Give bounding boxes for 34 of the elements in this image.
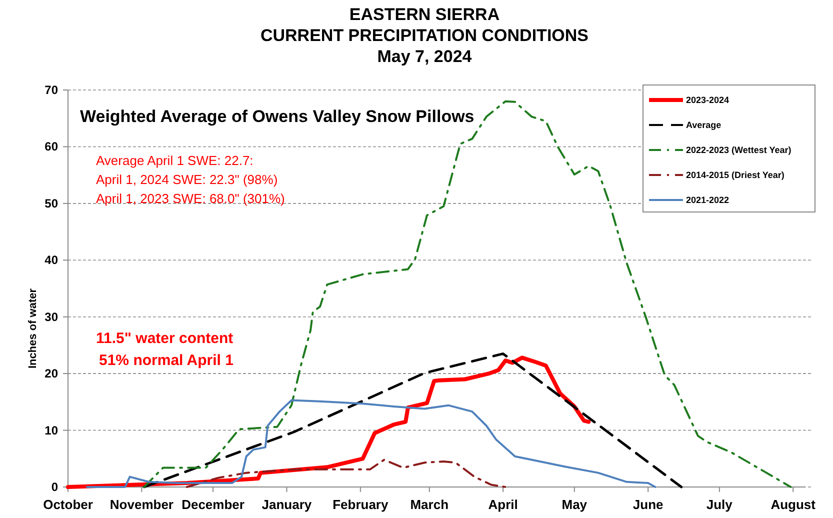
x-tick-label: June: [632, 497, 664, 512]
line-series: [186, 458, 506, 488]
line-series: [86, 399, 656, 488]
x-tick-label: March: [410, 497, 449, 512]
y-tick-label: 40: [44, 253, 58, 268]
y-axis-title: Inches of water: [27, 288, 39, 369]
text: Weighted Average of Owens Valley Snow Pillows: [80, 107, 474, 126]
x-tick-label: December: [182, 497, 244, 512]
y-tick-label: 60: [44, 140, 58, 154]
y-tick-label: 10: [44, 423, 58, 438]
annotation: 11.5" water content: [96, 330, 234, 347]
x-tick-label: October: [43, 497, 93, 512]
x-tick-label: April: [488, 497, 518, 512]
legend-label: 2023-2024: [686, 95, 730, 105]
chart-title: EASTERN SIERRA CURRENT PRECIPITATION CONDITIONS May 7, 2024: [260, 5, 589, 66]
legend-label: 2022-2023 (Wettest Year): [686, 145, 792, 155]
x-tick-label: July: [706, 497, 734, 512]
x-tick-label: February: [332, 497, 390, 512]
x-tick-label: May: [562, 497, 588, 512]
x-tick-label: January: [262, 497, 312, 512]
x-tick-label: November: [110, 497, 174, 512]
y-tick-label: 30: [44, 310, 58, 324]
annotation: Average April 1 SWE: 22.7:: [96, 153, 254, 168]
y-tick-label: 70: [44, 83, 58, 97]
x-tick-label: August: [770, 497, 816, 512]
y-tick-label: 50: [44, 196, 58, 210]
annotation: 51% normal April 1: [99, 352, 234, 369]
annotation: April 1, 2024 SWE: 22.3" (98%): [96, 172, 278, 187]
legend-label: 2014-2015 (Driest Year): [686, 170, 784, 180]
y-tick-label: 20: [44, 366, 58, 381]
legend-label: 2021-2022: [686, 195, 730, 205]
annotation: April 1, 2023 SWE: 68.0" (301%): [96, 191, 285, 206]
y-tick-label: 0: [51, 480, 58, 494]
legend-label: Average: [686, 120, 722, 130]
